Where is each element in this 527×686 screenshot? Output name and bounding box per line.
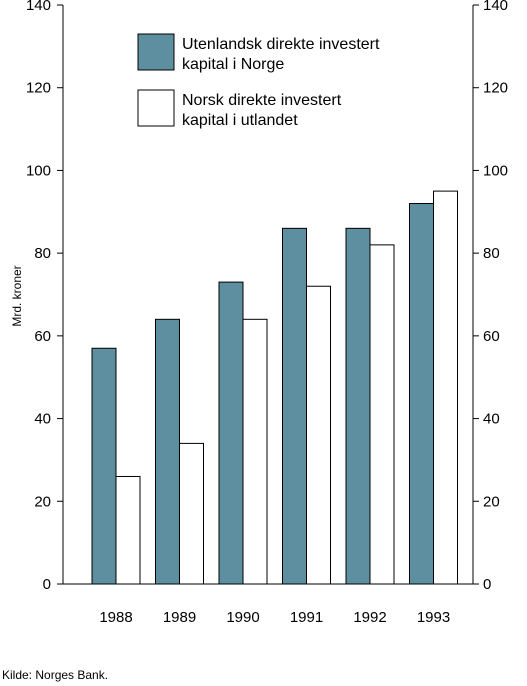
legend-label-norwegian: Norsk direkte investert kapital i utlande… xyxy=(182,92,342,129)
y-tick-label-left: 100 xyxy=(26,162,51,179)
y-axis-left: 0 20 40 60 80 100 120 140 xyxy=(26,0,63,593)
y-tick-label-left: 60 xyxy=(34,328,51,345)
y-tick-label-left: 80 xyxy=(34,245,51,262)
legend-label-foreign: Utenlandsk direkte investert kapital i No… xyxy=(182,36,380,73)
bar-foreign-investment xyxy=(155,318,180,585)
x-tick-label: 1991 xyxy=(290,609,323,626)
bar-norwegian-investment xyxy=(179,442,204,585)
bar-norwegian-investment xyxy=(369,244,395,585)
bar-norwegian-investment xyxy=(115,475,141,585)
legend: Utenlandsk direkte investert kapital i No… xyxy=(137,33,380,129)
bar-foreign-investment xyxy=(91,347,117,585)
y-tick-label-right: 0 xyxy=(483,576,491,593)
y-tick-label-left: 140 xyxy=(26,0,51,14)
bar-series xyxy=(91,190,458,585)
x-tick-label: 1993 xyxy=(417,609,450,626)
bar-norwegian-investment xyxy=(433,190,458,585)
y-tick-label-right: 120 xyxy=(483,80,508,97)
x-tick-label: 1990 xyxy=(226,609,259,626)
y-tick-label-left: 20 xyxy=(34,493,51,510)
y-tick-label-right: 140 xyxy=(483,0,508,14)
x-tick-label: 1988 xyxy=(99,609,132,626)
bar-foreign-investment xyxy=(345,227,371,585)
x-tick-label: 1989 xyxy=(163,609,196,626)
bar-norwegian-investment xyxy=(306,285,331,585)
y-tick-label-left: 40 xyxy=(34,411,51,428)
bar-foreign-investment xyxy=(282,227,307,585)
bar-foreign-investment xyxy=(409,203,434,585)
y-axis-right: 0 20 40 60 80 100 120 140 xyxy=(473,0,508,593)
y-tick-label-right: 20 xyxy=(483,493,500,510)
bar-norwegian-investment xyxy=(242,318,268,585)
legend-swatch-norwegian xyxy=(137,89,175,127)
y-tick-label-right: 40 xyxy=(483,411,500,428)
legend-swatch-foreign xyxy=(137,33,175,71)
source-note: Kilde: Norges Bank. xyxy=(2,668,109,682)
y-tick-label-left: 120 xyxy=(26,80,51,97)
x-tick-label: 1992 xyxy=(353,609,386,626)
y-axis-label: Mrd. kroner xyxy=(10,265,24,326)
x-axis: 1988 1989 1990 1991 1992 1993 xyxy=(99,609,450,626)
bar-foreign-investment xyxy=(218,281,244,585)
y-tick-label-right: 60 xyxy=(483,328,500,345)
y-tick-label-left: 0 xyxy=(43,576,51,593)
y-tick-label-right: 80 xyxy=(483,245,500,262)
y-tick-label-right: 100 xyxy=(483,162,508,179)
